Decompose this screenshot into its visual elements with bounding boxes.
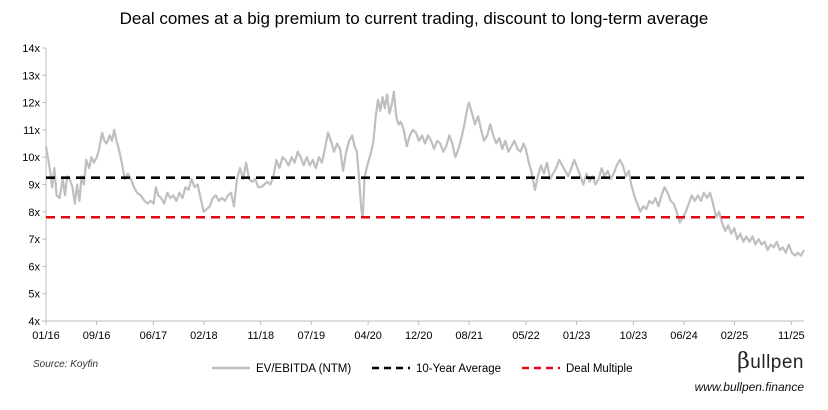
x-tick-label: 01/23 — [563, 330, 591, 342]
brand-logo-text: ullpen — [750, 352, 804, 373]
legend: EV/EBITDA (NTM) 10-Year Average Deal Multi… — [212, 363, 632, 375]
y-tick-label: 4x — [28, 316, 40, 328]
y-tick-label: 9x — [28, 180, 40, 192]
x-tick-label: 02/25 — [721, 330, 749, 342]
x-tick-label: 09/16 — [83, 330, 111, 342]
brand-logo-beta: β — [737, 349, 751, 374]
y-tick-label: 5x — [28, 289, 40, 301]
series-line-ev-ebitda — [44, 90, 805, 257]
legend-label: Deal Multiple — [566, 363, 632, 375]
y-tick-label: 10x — [22, 152, 40, 164]
x-tick-label: 06/24 — [670, 330, 698, 342]
y-tick-label: 12x — [22, 98, 40, 110]
x-axis: 01/16 09/16 06/17 02/18 11/18 07/19 04/20 12/20… — [32, 320, 805, 342]
x-tick-label: 02/18 — [190, 330, 218, 342]
x-tick-label: 08/21 — [455, 330, 483, 342]
legend-label: EV/EBITDA (NTM) — [256, 363, 351, 375]
x-tick-label: 10/23 — [620, 330, 648, 342]
y-tick-label: 6x — [28, 261, 40, 273]
y-tick-label: 8x — [28, 207, 40, 219]
source-note: Source: Koyfin — [33, 359, 99, 370]
x-tick-label: 11/25 — [778, 330, 805, 342]
x-tick-label: 05/22 — [512, 330, 540, 342]
y-tick-label: 13x — [22, 70, 40, 82]
x-tick-label: 04/20 — [354, 330, 382, 342]
y-tick-label: 7x — [28, 234, 40, 246]
x-tick-label: 06/17 — [140, 330, 168, 342]
legend-label: 10-Year Average — [416, 363, 501, 375]
website-url: www.bullpen.finance — [694, 380, 804, 394]
y-tick-label: 14x — [22, 43, 40, 55]
x-tick-label: 07/19 — [298, 330, 326, 342]
x-tick-label: 12/20 — [405, 330, 433, 342]
y-tick-label: 11x — [23, 125, 40, 137]
y-axis: 4x 5x 6x 7x 8x 9x 10x 11x 12x 13x 14x — [22, 43, 47, 328]
brand-logo: βullpen — [737, 349, 804, 374]
chart-title: Deal comes at a big premium to current t… — [120, 9, 709, 28]
x-tick-label: 01/16 — [32, 330, 60, 342]
plot-area — [44, 90, 805, 257]
x-tick-label: 11/18 — [247, 330, 274, 342]
